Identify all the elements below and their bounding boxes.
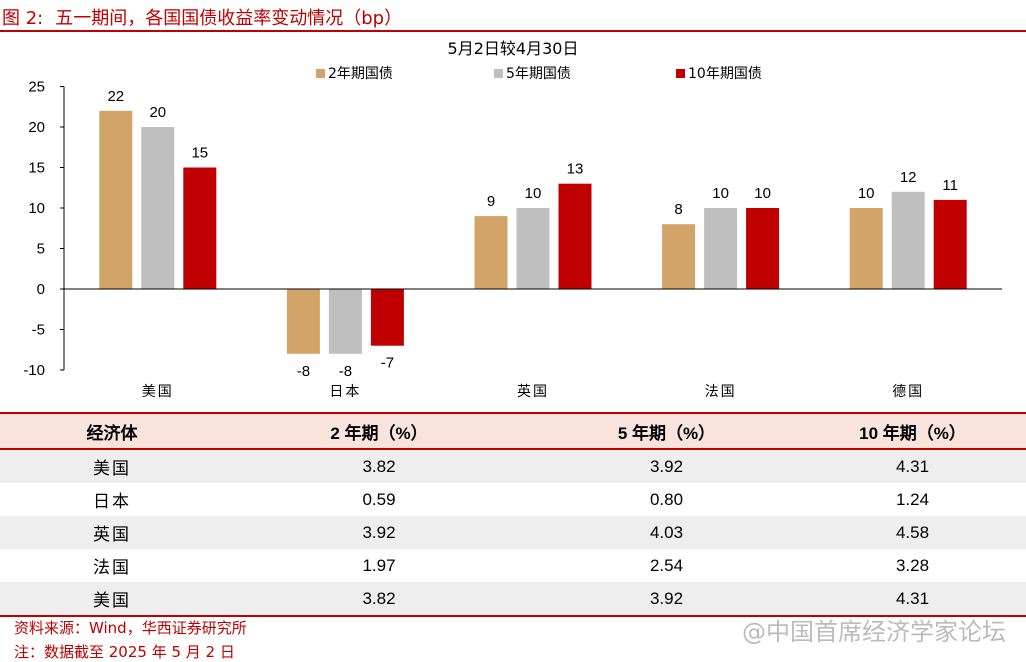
cell-5y: 2.54: [649, 555, 684, 575]
y-tick-label: 15: [28, 160, 45, 177]
header-5y: 5 年期（%）: [534, 412, 799, 450]
cell-economy: 美国: [0, 449, 224, 483]
watermark: @中国首席经济学家论坛: [742, 618, 1006, 646]
cell-2y: 3.92: [224, 516, 534, 549]
cell-economy: 美国: [0, 582, 224, 617]
header-2y: 2 年期（%）: [224, 412, 534, 450]
y-tick-label: 10: [28, 200, 45, 217]
header-10y: 10 年期（%）: [799, 412, 1026, 450]
table-row: 法国 1.97 2.54 3.28: [0, 549, 1026, 582]
cell-economy: 英国: [0, 516, 224, 549]
y-tick-label: -10: [23, 362, 45, 379]
cell-5y: 3.92: [534, 582, 799, 617]
header-economy: 经济体: [0, 412, 224, 450]
bar-value-label: 11: [942, 177, 958, 194]
bar: [474, 216, 508, 289]
cell-10y: 4.31: [799, 449, 1026, 483]
cell-10y: 1.24: [895, 489, 930, 509]
cell-10y: 4.58: [799, 516, 1026, 549]
cell-2y: 3.82: [224, 449, 534, 483]
bar: [933, 199, 967, 289]
bar: [141, 127, 175, 289]
table-header-row: 经济体 2 年期（%） 5 年期（%） 10 年期（%）: [0, 412, 1026, 450]
x-category-label: 德国: [892, 384, 924, 400]
bar-value-label: 10: [858, 185, 875, 202]
cell-2y: 1.97: [362, 555, 396, 575]
bar-value-label: 10: [754, 185, 771, 202]
title-divider: [0, 30, 1026, 32]
bar: [99, 110, 133, 289]
bar-value-label: 12: [900, 169, 917, 186]
bar-value-label: -7: [381, 355, 394, 372]
bar: [183, 167, 217, 289]
bar-chart: 5月2日较4月30日 2年期国债 5年期国债 10年期国债 25 20 15 10 5 0 -5 -1…: [23, 39, 1002, 400]
cell-economy: 日本: [93, 492, 131, 512]
bar-value-label: 10: [712, 185, 729, 202]
legend-swatch: [494, 69, 503, 78]
y-tick-label: 25: [28, 79, 45, 96]
legend-label: 2年期国债: [328, 66, 393, 82]
table-row: 美国 3.82 3.92 4.31: [0, 582, 1026, 617]
table-row: 美国 3.82 3.92 4.31: [0, 449, 1026, 483]
x-category-label: 英国: [517, 383, 549, 400]
bar: [746, 208, 780, 289]
cell-5y: 4.03: [534, 516, 799, 549]
bar-value-label: 8: [674, 201, 682, 218]
cell-2y: 0.59: [362, 489, 396, 509]
y-tick-label: 20: [28, 119, 45, 136]
cell-2y: 3.82: [224, 582, 534, 617]
x-category-label: 美国: [142, 384, 174, 400]
date-note: 注：数据截至 2025 年 5 月 2 日: [14, 643, 235, 661]
bar: [516, 208, 550, 289]
y-tick-label: -5: [32, 322, 45, 339]
legend-swatch: [676, 69, 685, 78]
figure-title-text: 五一期间，各国国债收益率变动情况（bp）: [55, 8, 403, 29]
cell-5y: 3.92: [534, 449, 799, 483]
cell-10y: 3.28: [895, 555, 930, 575]
bar: [328, 289, 362, 354]
figure-title: 图 2: 五一期间，各国国债收益率变动情况（bp）: [2, 4, 402, 30]
cell-economy: 法国: [93, 558, 131, 578]
legend-label: 5年期国债: [506, 66, 571, 82]
y-tick-label: 0: [37, 281, 45, 298]
table-row: 日本 0.59 0.80 1.24: [0, 483, 1026, 516]
x-category-label: 日本: [329, 384, 361, 400]
bar-value-label: 20: [149, 104, 166, 121]
bar: [662, 224, 696, 289]
bar: [849, 208, 883, 289]
bar: [370, 289, 404, 346]
bar-value-label: -8: [297, 363, 310, 380]
cell-10y: 4.31: [799, 582, 1026, 617]
bar-value-label: 10: [525, 185, 542, 202]
bar: [286, 289, 320, 354]
bar: [558, 183, 592, 289]
bar-value-label: 22: [107, 88, 124, 105]
chart-subtitle: 5月2日较4月30日: [448, 39, 579, 58]
legend-label: 10年期国债: [688, 66, 762, 82]
y-tick-label: 5: [37, 241, 45, 258]
figure-label: 图 2:: [2, 8, 44, 29]
x-category-label: 法国: [705, 384, 737, 400]
source-note: 资料来源：Wind，华西证券研究所: [14, 619, 247, 637]
bar-value-label: -8: [339, 363, 352, 380]
bar-value-label: 15: [191, 145, 208, 162]
bar-value-label: 9: [487, 193, 495, 210]
table-row: 英国 3.92 4.03 4.58: [0, 516, 1026, 549]
bar: [891, 191, 925, 289]
bar: [704, 208, 738, 289]
legend-swatch: [316, 69, 325, 78]
bar-value-label: 13: [567, 161, 584, 178]
yield-table: 经济体 2 年期（%） 5 年期（%） 10 年期（%） 美国 3.82 3.9…: [0, 412, 1026, 617]
cell-5y: 0.80: [649, 489, 684, 509]
